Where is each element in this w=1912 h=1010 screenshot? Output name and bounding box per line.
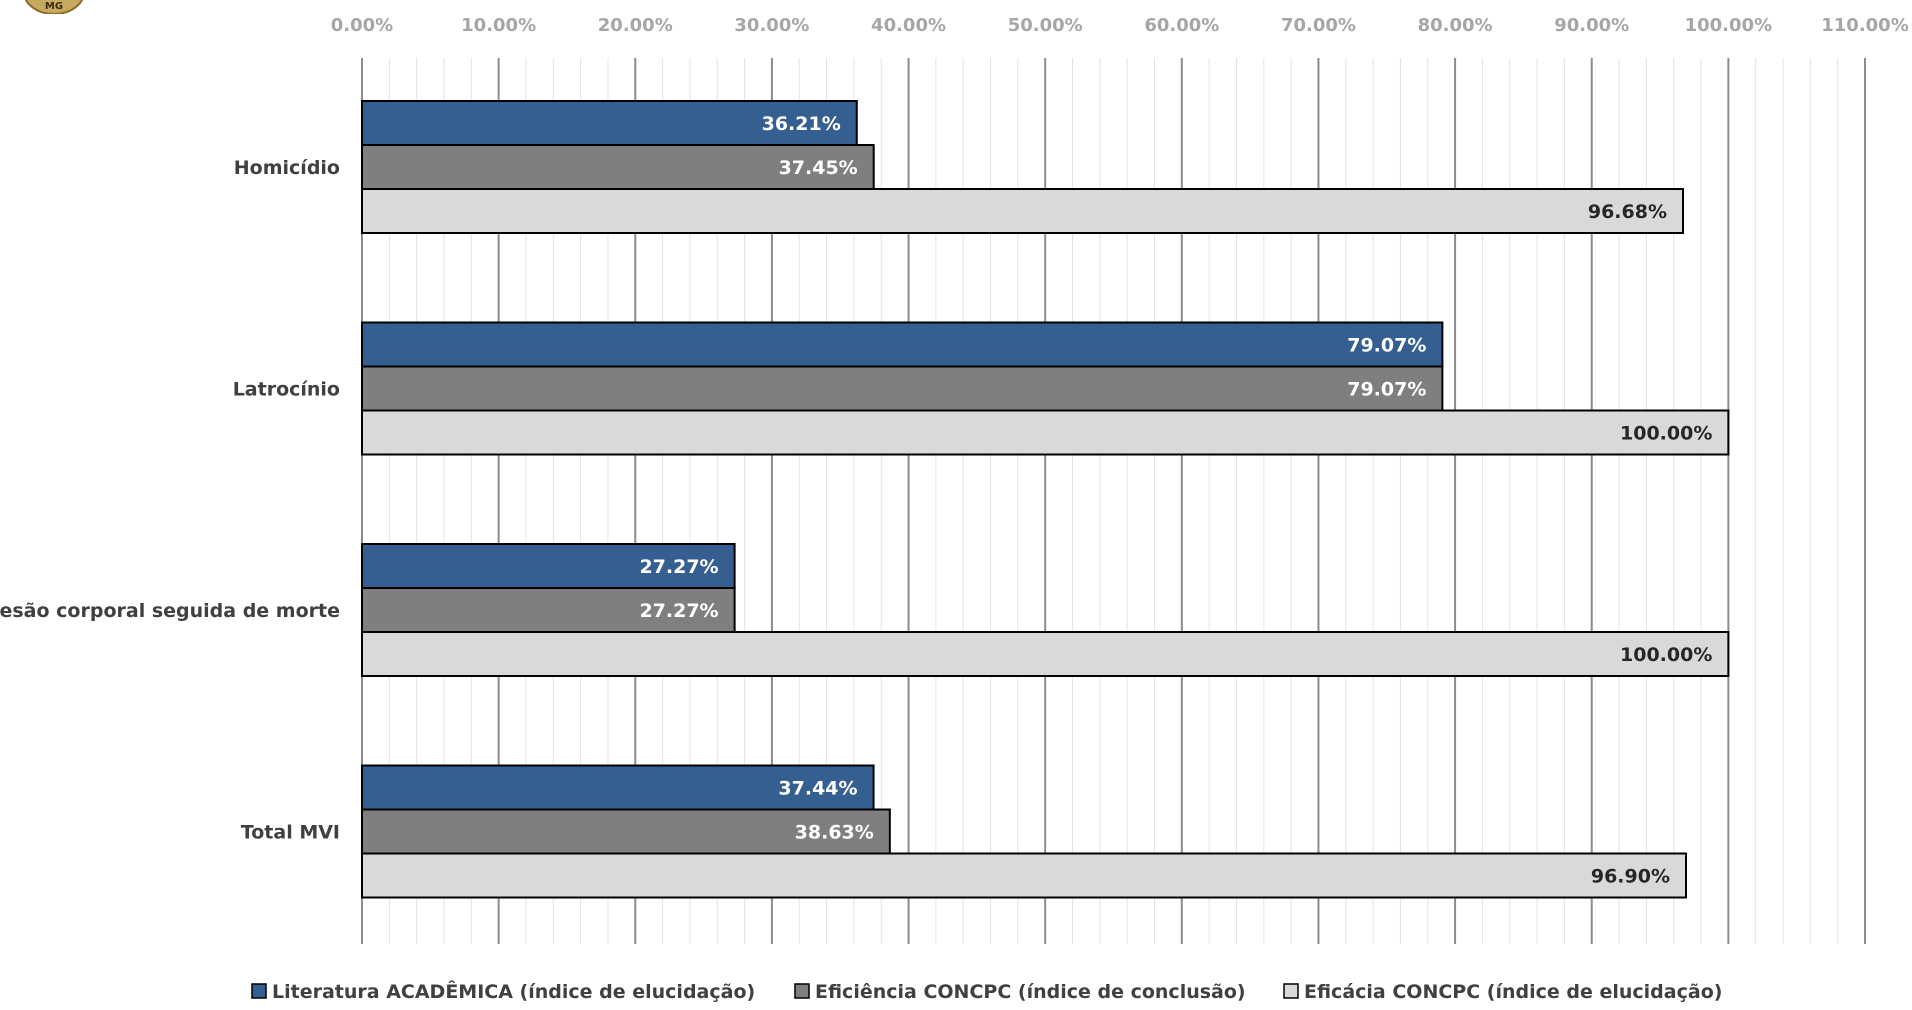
data-label: 38.63% xyxy=(795,822,874,844)
bar-1-2 xyxy=(361,321,1444,368)
legend-label: Eficácia CONCPC (índice de elucidação) xyxy=(1304,981,1722,1003)
x-tick-label: 40.00% xyxy=(871,15,946,36)
data-label: 37.44% xyxy=(778,778,857,800)
x-tick-label: 60.00% xyxy=(1144,15,1219,36)
data-label: 100.00% xyxy=(1620,423,1712,445)
data-label: 27.27% xyxy=(639,600,718,622)
category-label: Lesão corporal seguida de morte xyxy=(0,600,340,622)
data-label: 96.90% xyxy=(1591,866,1670,888)
data-label: 37.45% xyxy=(779,157,858,179)
x-tick-label: 0.00% xyxy=(331,15,393,36)
x-tick-label: 90.00% xyxy=(1554,15,1629,36)
x-tick-label: 10.00% xyxy=(461,15,536,36)
bar-3-3 xyxy=(361,631,1730,677)
legend-label: Eficiência CONCPC (índice de conclusão) xyxy=(815,981,1246,1003)
x-tick-label: 30.00% xyxy=(734,15,809,36)
bar-1-4 xyxy=(361,764,875,811)
legend: Literatura ACADÊMICA (índice de elucidaç… xyxy=(251,980,1722,1003)
legend-label: Literatura ACADÊMICA (índice de elucidaç… xyxy=(272,980,755,1003)
x-tick-label: 50.00% xyxy=(1008,15,1083,36)
x-tick-label: 110.00% xyxy=(1821,15,1909,36)
bar-3-2 xyxy=(361,409,1730,456)
bar-3-1 xyxy=(361,188,1685,234)
logo-emblem: MG xyxy=(18,0,90,15)
legend-swatch xyxy=(794,983,810,999)
x-tick-label: 80.00% xyxy=(1418,15,1493,36)
data-label: 79.07% xyxy=(1347,379,1426,401)
data-label: 79.07% xyxy=(1347,335,1426,357)
category-label: Homicídio xyxy=(234,157,340,179)
bar-1-3 xyxy=(361,543,736,589)
legend-swatch xyxy=(251,983,267,999)
x-tick-label: 20.00% xyxy=(598,15,673,36)
legend-swatch xyxy=(1283,983,1299,999)
logo-text: MG xyxy=(45,1,63,12)
category-labels: Homicídio Latrocínio Lesão corporal seguid… xyxy=(0,157,340,844)
category-label: Total MVI xyxy=(241,822,340,844)
data-label: 27.27% xyxy=(639,556,718,578)
bar-1-1 xyxy=(361,100,858,146)
data-label: 100.00% xyxy=(1620,644,1712,666)
bar-2-4 xyxy=(361,808,891,855)
x-tick-label: 70.00% xyxy=(1281,15,1356,36)
x-tick-label: 100.00% xyxy=(1685,15,1773,36)
data-label: 36.21% xyxy=(762,113,841,135)
bar-2-1 xyxy=(361,144,875,190)
bar-2-3 xyxy=(361,587,736,633)
data-labels: 36.21% 37.45% 96.68% 79.07% 79.07% 100.00% 27.… xyxy=(639,113,1712,888)
data-label: 96.68% xyxy=(1588,201,1667,223)
bar-3-4 xyxy=(361,852,1688,899)
x-axis-tick-labels: 0.00% 10.00% 20.00% 30.00% 40.00% 50.00% 60.00… xyxy=(331,15,1909,36)
bar-2-2 xyxy=(361,365,1444,412)
category-label: Latrocínio xyxy=(233,379,340,401)
bars xyxy=(361,100,1730,899)
